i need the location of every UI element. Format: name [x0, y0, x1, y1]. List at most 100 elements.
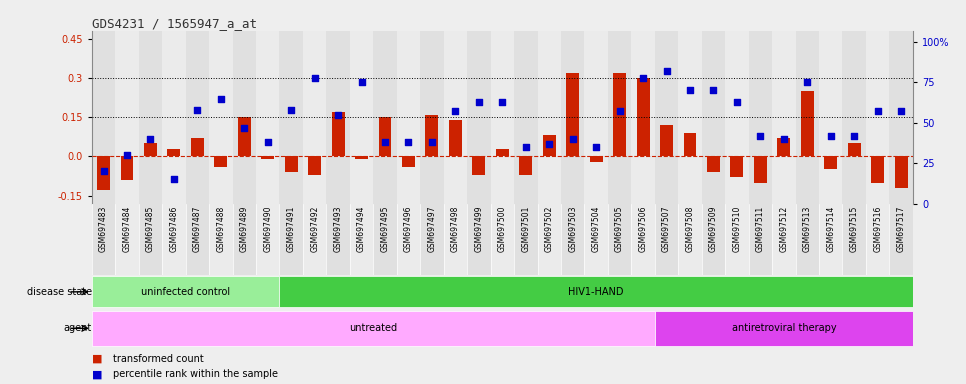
Bar [866, 204, 890, 275]
Bar [331, 112, 345, 156]
Text: GSM697500: GSM697500 [497, 206, 507, 252]
Bar [637, 78, 649, 156]
Bar [373, 204, 397, 275]
Text: GSM697489: GSM697489 [240, 206, 249, 252]
Bar [632, 204, 655, 275]
Point [870, 108, 886, 114]
Bar [514, 204, 537, 275]
Bar [279, 31, 303, 204]
Bar [92, 31, 115, 204]
Point [894, 108, 909, 114]
Bar [753, 156, 767, 182]
Bar [373, 31, 397, 204]
Bar [256, 204, 279, 275]
Text: GSM697493: GSM697493 [333, 206, 343, 252]
Bar [778, 138, 790, 156]
Bar [537, 204, 561, 275]
Bar [514, 31, 537, 204]
Text: GSM697491: GSM697491 [287, 206, 296, 252]
Point [96, 168, 111, 174]
Text: GSM697488: GSM697488 [216, 206, 225, 252]
Point [307, 74, 323, 81]
Bar [796, 204, 819, 275]
Bar [701, 31, 725, 204]
Text: GSM697485: GSM697485 [146, 206, 155, 252]
Text: GSM697494: GSM697494 [357, 206, 366, 252]
Point [565, 136, 581, 142]
Bar [725, 204, 749, 275]
Point [260, 139, 275, 145]
Bar [209, 204, 233, 275]
Bar [537, 31, 561, 204]
Bar [308, 156, 321, 175]
Bar [730, 156, 744, 177]
Bar [707, 156, 720, 172]
Bar [895, 156, 908, 188]
Point [447, 108, 463, 114]
Text: GSM697497: GSM697497 [427, 206, 437, 252]
Bar [144, 143, 156, 156]
Bar [655, 31, 678, 204]
Bar [684, 133, 696, 156]
Text: GSM697511: GSM697511 [755, 206, 765, 252]
Bar [139, 31, 162, 204]
Text: GSM697505: GSM697505 [615, 206, 624, 252]
Text: GSM697495: GSM697495 [381, 206, 389, 252]
Bar [772, 31, 796, 204]
Bar [115, 31, 139, 204]
Bar [92, 311, 655, 346]
Bar [608, 31, 632, 204]
Point [682, 88, 697, 94]
Bar [115, 204, 139, 275]
Bar [520, 156, 532, 175]
Bar [443, 204, 468, 275]
Text: percentile rank within the sample: percentile rank within the sample [113, 369, 278, 379]
Bar [584, 31, 608, 204]
Bar [167, 149, 181, 156]
Point [729, 99, 745, 105]
Point [706, 88, 722, 94]
Bar [561, 31, 584, 204]
Point [471, 99, 487, 105]
Bar [185, 31, 209, 204]
Bar [214, 156, 227, 167]
Bar [660, 125, 673, 156]
Bar [327, 31, 350, 204]
Point [823, 132, 838, 139]
Text: GSM697501: GSM697501 [522, 206, 530, 252]
Bar [561, 204, 584, 275]
Bar [185, 204, 209, 275]
Text: antiretroviral therapy: antiretroviral therapy [731, 323, 837, 333]
Bar [678, 204, 701, 275]
Bar [92, 204, 115, 275]
Bar [491, 31, 514, 204]
Text: GDS4231 / 1565947_a_at: GDS4231 / 1565947_a_at [92, 17, 257, 30]
Bar [468, 204, 491, 275]
Point [213, 96, 229, 102]
Bar [613, 73, 626, 156]
Bar [279, 204, 303, 275]
Point [611, 108, 627, 114]
Bar [279, 276, 913, 307]
Bar [842, 31, 866, 204]
Bar [238, 117, 251, 156]
Bar [209, 31, 233, 204]
Bar [655, 311, 913, 346]
Text: transformed count: transformed count [113, 354, 204, 364]
Point [776, 136, 791, 142]
Point [119, 152, 134, 158]
Text: GSM697503: GSM697503 [568, 206, 578, 252]
Bar [397, 204, 420, 275]
Bar [608, 204, 632, 275]
Bar [350, 204, 373, 275]
Text: GSM697487: GSM697487 [193, 206, 202, 252]
Bar [162, 204, 185, 275]
Point [283, 107, 298, 113]
Bar [725, 31, 749, 204]
Text: GSM697516: GSM697516 [873, 206, 882, 252]
Bar [92, 276, 279, 307]
Bar [162, 31, 185, 204]
Bar [819, 31, 842, 204]
Text: GSM697492: GSM697492 [310, 206, 319, 252]
Point [542, 141, 557, 147]
